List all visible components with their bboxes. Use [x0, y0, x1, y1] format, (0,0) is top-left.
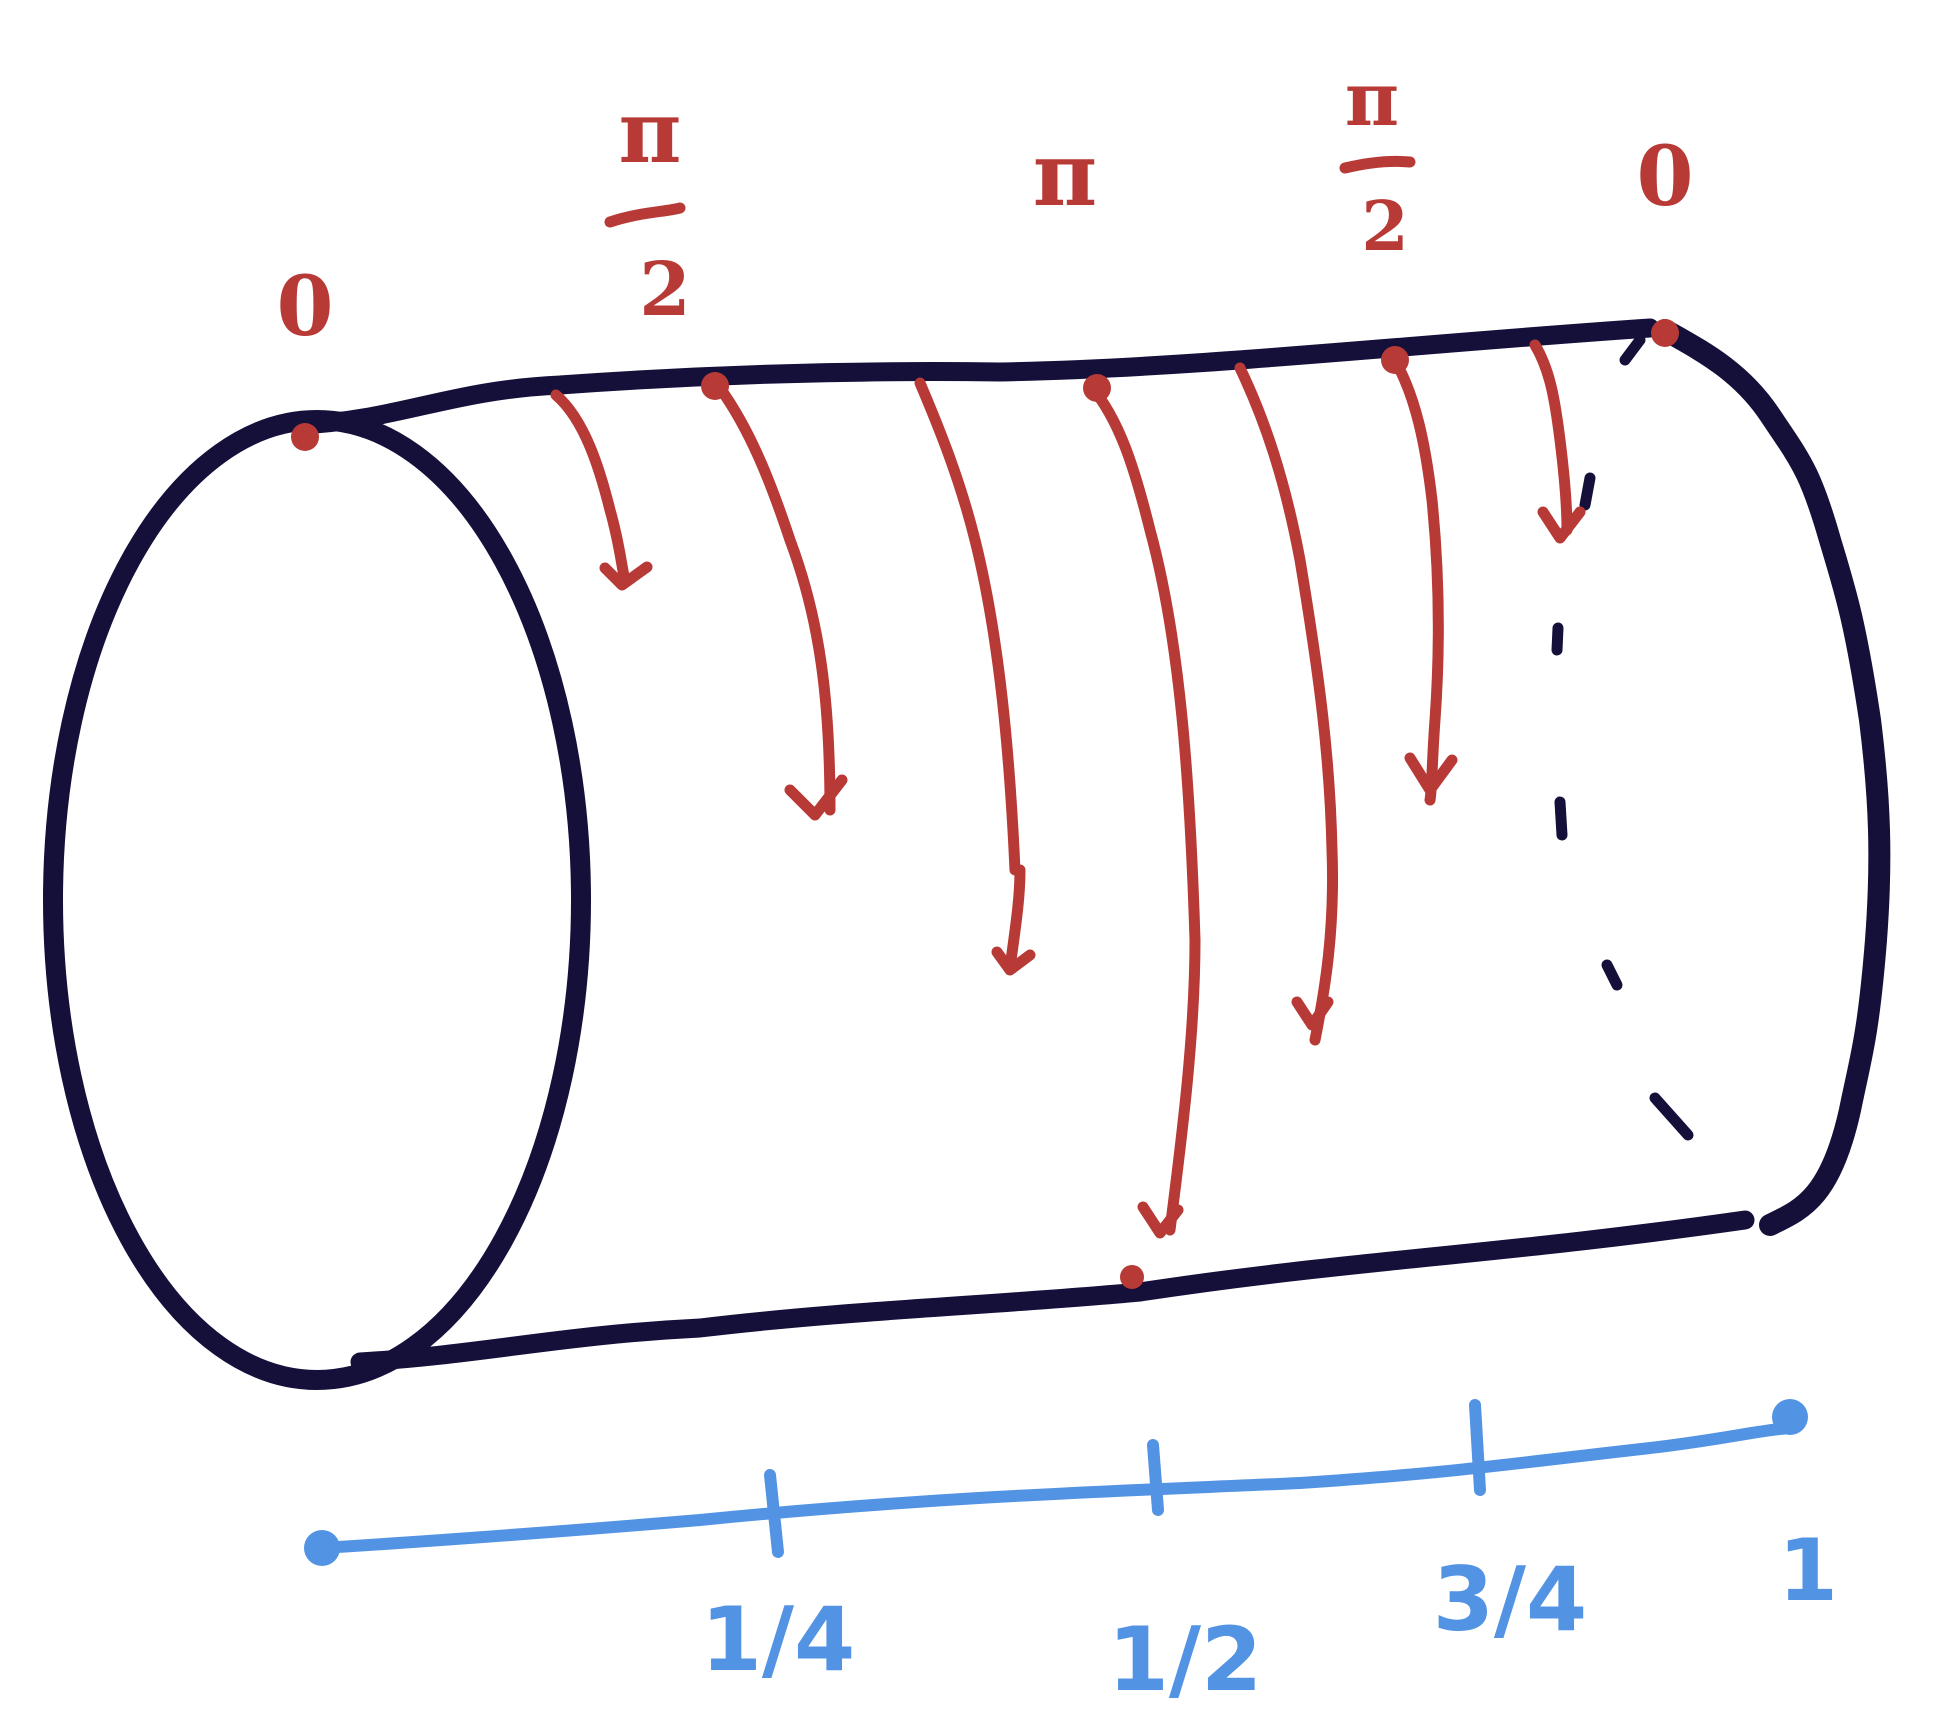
cylinder-left-end-ellipse [43, 410, 591, 1390]
arrow-2 [714, 382, 848, 821]
arrow-4 [1084, 379, 1201, 1239]
arrow-1 [550, 389, 653, 591]
arrow-5 [1234, 362, 1339, 1046]
angle-label-zero-right: 0 [1636, 129, 1693, 225]
fraction-bar-right [1339, 155, 1416, 174]
cylinder-bottom-edge [350, 1210, 1755, 1372]
parameter-label-three-quarters: 3/4 [1433, 1548, 1588, 1651]
parameter-label-quarter: 1/4 [701, 1588, 856, 1691]
parameter-label-one: 1 [1778, 1521, 1838, 1621]
cylinder-top-edge [290, 318, 1660, 435]
angle-label-pi-over-two-right-numerator: π [1345, 57, 1399, 143]
parameter-axis-start-point [304, 1530, 340, 1566]
angle-label-pi-over-two-left: π 2 [604, 82, 691, 333]
angle-label-pi-over-two-right-denominator: 2 [1361, 187, 1408, 267]
arrow-7 [1529, 339, 1586, 544]
angle-label-pi-over-two-left-numerator: π [619, 82, 682, 183]
arrow-6 [1394, 364, 1458, 806]
angle-label-pi-over-two-left-denominator: 2 [639, 247, 691, 333]
angle-arrows [291, 319, 1679, 1289]
parameter-tick-labels: 1/4 1/2 3/4 1 [701, 1521, 1838, 1711]
cylinder-right-silhouette [1654, 319, 1891, 1236]
parameter-label-half: 1/2 [1108, 1608, 1263, 1711]
parameter-tick-half [1147, 1439, 1164, 1516]
angle-dots [291, 319, 1679, 1289]
angle-label-pi-over-two-right: π 2 [1339, 57, 1416, 267]
parameter-axis-line [316, 1422, 1796, 1554]
angle-labels: 0 π 2 π π 2 0 [276, 57, 1693, 355]
parameter-tick-three-quarters [1469, 1399, 1486, 1496]
angle-label-zero-left: 0 [276, 259, 333, 355]
parameter-tick-marks [764, 1399, 1486, 1558]
arrow-3 [914, 377, 1036, 976]
parameter-axis-end-point [1772, 1399, 1808, 1435]
cylinder-hidden-back-dashes [1551, 334, 1694, 1141]
parameter-axis: 1/4 1/2 3/4 1 [304, 1399, 1838, 1711]
angle-label-pi: π [1033, 122, 1097, 226]
parameter-tick-quarter [764, 1469, 784, 1558]
fraction-bar-left [604, 202, 686, 228]
cylinder [43, 318, 1891, 1390]
